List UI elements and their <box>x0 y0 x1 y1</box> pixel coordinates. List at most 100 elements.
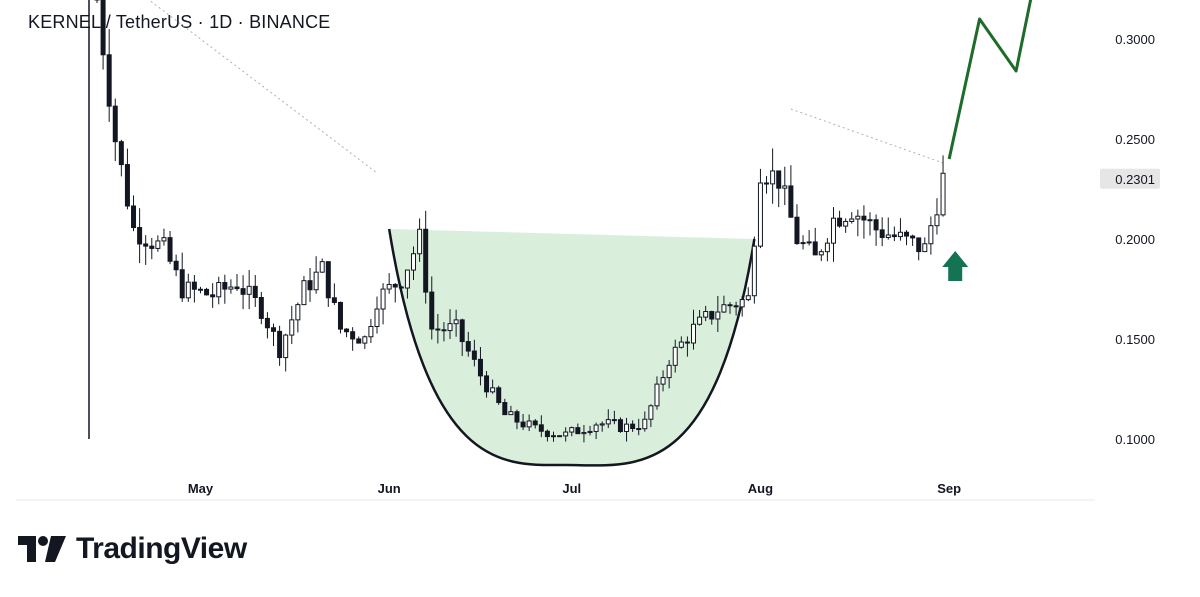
cup-pattern <box>387 228 756 467</box>
candle-down <box>861 215 867 221</box>
candle-up <box>526 420 532 428</box>
candle-up <box>648 405 654 420</box>
candle-up <box>563 431 569 437</box>
candle-down <box>258 297 264 319</box>
candle-down <box>532 420 538 426</box>
candle-up <box>867 219 873 222</box>
candle-down <box>167 237 173 262</box>
last-price-label: 0.2301 <box>1115 172 1155 187</box>
candle-up <box>283 334 289 359</box>
candle-up <box>368 326 374 338</box>
candle-up <box>508 411 514 416</box>
candle-up <box>800 242 806 245</box>
candle-down <box>788 185 794 218</box>
candle-up <box>697 316 703 325</box>
candle-down <box>459 319 465 343</box>
candle-down <box>210 294 216 298</box>
candle-down <box>910 235 916 239</box>
candle-down <box>630 423 636 430</box>
candle-down <box>502 402 508 416</box>
candle-up <box>605 419 611 425</box>
candle-down <box>204 288 210 296</box>
time-axis-label: Jul <box>562 481 581 496</box>
time-axis-label: May <box>188 481 214 496</box>
candle-up <box>313 271 319 291</box>
candles <box>88 0 946 443</box>
projection <box>942 0 1033 281</box>
candle-down <box>398 286 404 289</box>
candle-up <box>246 285 252 295</box>
candle-up <box>295 304 301 321</box>
candle-up <box>672 346 678 366</box>
candle-down <box>240 288 246 295</box>
candle-up <box>885 234 891 238</box>
candle-down <box>131 205 137 229</box>
candle-down <box>264 317 270 329</box>
candle-down <box>173 260 179 271</box>
candle-up <box>934 214 940 227</box>
candle-up <box>940 172 946 216</box>
time-axis-label: Aug <box>748 481 773 496</box>
candle-down <box>733 305 739 308</box>
candle-up <box>855 215 861 220</box>
candle-up <box>654 383 660 407</box>
candle-up <box>551 435 556 438</box>
candle-down <box>812 241 818 256</box>
candle-down <box>471 350 477 360</box>
candle-down <box>392 283 398 288</box>
candle-up <box>581 432 587 435</box>
candle-down <box>484 375 490 393</box>
time-axis[interactable]: May Jun Jul Aug Sep <box>188 481 961 496</box>
price-axis-label: 0.1500 <box>1115 332 1155 347</box>
candle-down <box>891 234 897 238</box>
candle-up <box>928 225 934 245</box>
candle-down <box>544 430 550 438</box>
candle-down <box>325 261 331 299</box>
price-axis-label: 0.2000 <box>1115 232 1155 247</box>
tradingview-logo[interactable]: TradingView <box>18 532 247 566</box>
candle-down <box>557 435 563 438</box>
candle-up <box>587 430 593 434</box>
candle-down <box>727 304 733 307</box>
candle-down <box>331 297 337 303</box>
candle-down <box>477 358 483 377</box>
candle-down <box>179 269 185 299</box>
candle-down <box>350 331 356 340</box>
candle-up <box>228 286 234 290</box>
candle-down <box>423 228 429 293</box>
candle-down <box>307 280 313 291</box>
candle-up <box>447 323 453 332</box>
cup-curve <box>387 228 756 467</box>
candle-down <box>794 216 800 245</box>
last-price-tag <box>1100 168 1160 189</box>
candle-down <box>873 219 879 231</box>
candle-up <box>721 304 727 313</box>
candle-up <box>849 218 855 222</box>
resistance-trendline <box>148 0 378 174</box>
candle-down <box>271 327 277 332</box>
candle-down <box>904 231 910 237</box>
candle-down <box>684 341 690 344</box>
candle-down <box>137 227 143 245</box>
candle-up <box>806 241 812 244</box>
candle-up <box>922 243 928 253</box>
candle-up <box>818 251 824 256</box>
candle-down <box>441 329 447 332</box>
candle-down <box>776 170 782 189</box>
candle-up <box>782 185 788 189</box>
candle-down <box>344 328 350 333</box>
projection-path <box>947 0 1033 160</box>
candle-up <box>404 269 410 289</box>
price-axis[interactable]: 0.50000.45000.40000.35000.30000.25000.20… <box>1100 0 1160 447</box>
candle-down <box>100 0 106 56</box>
candle-down <box>143 243 149 247</box>
candle-down <box>879 229 885 238</box>
candle-up <box>690 323 696 344</box>
candle-up <box>380 288 386 310</box>
candle-up <box>739 299 745 308</box>
candle-up <box>897 231 903 238</box>
candle-down <box>514 411 520 423</box>
candle-down <box>252 285 258 299</box>
candle-up <box>599 423 605 426</box>
